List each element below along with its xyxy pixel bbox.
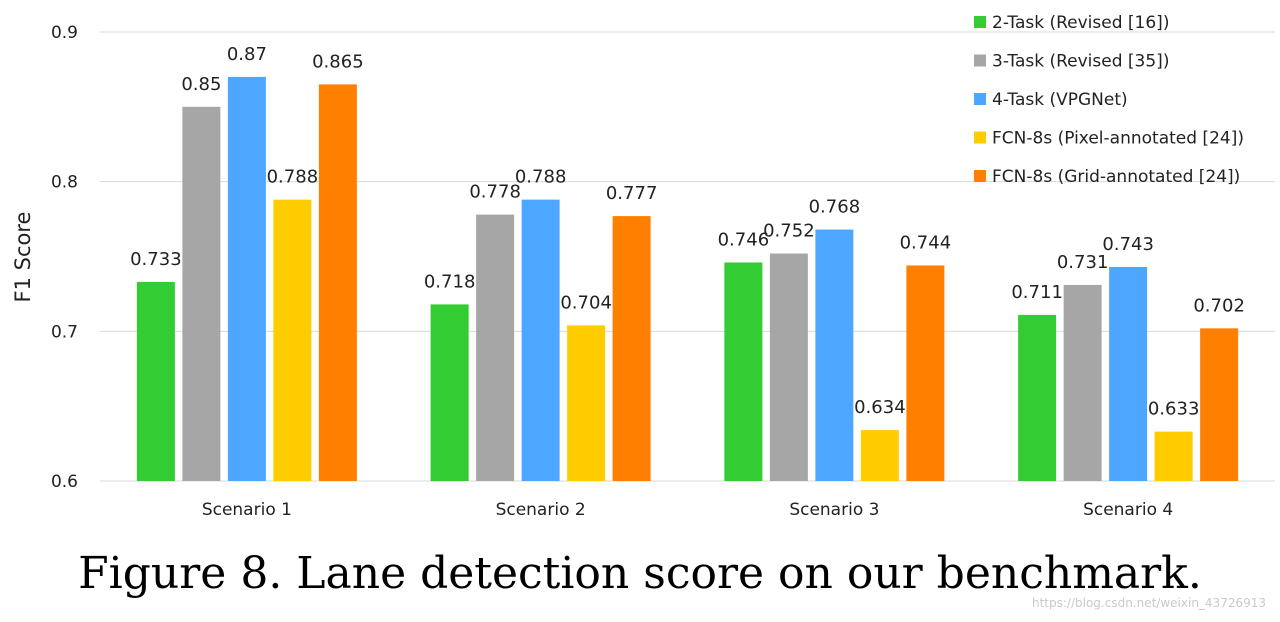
data-labels: 0.7330.850.870.7880.8650.7180.7780.7880.… [130,44,1245,420]
y-axis-title: F1 Score [11,212,35,303]
bar [567,325,606,481]
bar [1154,431,1193,481]
data-label: 0.733 [130,249,182,270]
legend-swatch [974,16,986,28]
y-tick-label: 0.9 [51,23,78,43]
bar [1200,328,1239,481]
data-label: 0.744 [900,232,952,253]
data-label: 0.718 [424,271,476,292]
legend-label: 2-Task (Revised [16]) [992,13,1169,33]
x-axis-categories: Scenario 1 Scenario 2 Scenario 3 Scenario 4 [202,500,1173,520]
bar [860,430,899,481]
y-tick-label: 0.6 [51,472,78,492]
data-label: 0.777 [606,183,658,204]
data-label: 0.633 [1148,399,1200,420]
lane-detection-bar-chart: 0.6 0.7 0.8 0.9 0.733 0.85 0.87 0.788 0.865 0.71… [11,13,1275,520]
data-label: 0.788 [267,167,319,188]
bar [815,229,854,481]
legend-label: FCN-8s (Grid-annotated [24]) [992,167,1240,187]
data-label: 0.752 [763,221,815,242]
y-tick-label: 0.7 [51,322,78,342]
data-label: 0.702 [1193,295,1245,316]
bar [724,262,763,481]
y-axis-ticks: 0.6 0.7 0.8 0.9 [51,23,78,492]
legend-swatch [974,131,986,144]
bar [318,84,357,481]
data-label: 0.746 [718,229,770,250]
data-label: 0.743 [1102,234,1154,255]
bar [906,265,945,481]
x-category-label: Scenario 1 [202,500,292,520]
bar [430,304,469,481]
data-label: 0.788 [515,167,567,188]
bar [769,253,808,481]
legend-swatch [974,93,986,105]
bar [1109,266,1148,481]
legend: 2-Task (Revised [16]) 3-Task (Revised [35… [974,13,1244,187]
data-label: 0.704 [560,292,612,313]
bar [612,216,651,481]
x-category-label: Scenario 4 [1083,500,1173,520]
data-label: 0.85 [181,74,221,95]
data-label: 0.768 [809,197,861,218]
data-label: 0.865 [312,51,364,72]
legend-label: 3-Task (Revised [35]) [992,52,1169,72]
bars [136,76,1239,482]
legend-swatch [974,54,986,67]
bar [273,199,312,482]
data-label: 0.634 [854,397,906,418]
figure-caption: Figure 8. Lane detection score on our be… [78,548,1202,599]
bar [182,106,221,481]
data-label: 0.778 [469,182,521,203]
watermark: https://blog.csdn.net/weixin_43726913 [1031,596,1266,610]
legend-label: FCN-8s (Pixel-annotated [24]) [992,129,1244,149]
bar [1063,284,1102,481]
bar [521,199,560,482]
bar [136,281,175,481]
bar [1018,314,1057,481]
data-label: 0.711 [1011,282,1063,303]
x-category-label: Scenario 3 [789,500,879,520]
bar [227,76,266,482]
bar [476,214,515,482]
data-label: 0.731 [1057,252,1109,273]
legend-swatch [974,170,986,182]
legend-label: 4-Task (VPGNet) [992,90,1128,110]
y-tick-label: 0.8 [51,173,78,193]
x-category-label: Scenario 2 [496,500,586,520]
data-label: 0.87 [227,44,267,65]
